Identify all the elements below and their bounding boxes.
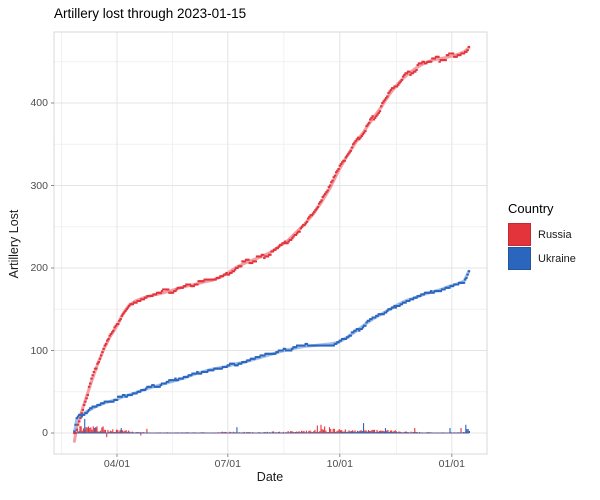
y-tick-label: 400: [30, 97, 48, 109]
axis-ticks: [51, 102, 453, 457]
legend: Country Russia Ukraine: [508, 201, 576, 271]
legend-label-russia: Russia: [538, 228, 572, 241]
grid-major: [54, 32, 487, 454]
legend-swatch-russia: [508, 223, 531, 246]
panel-border: [53, 31, 488, 455]
ukraine-daily-bars: [75, 418, 471, 434]
russia-daily-bars: [74, 424, 469, 438]
grid-minor: [54, 32, 487, 454]
y-tick-label: 100: [30, 344, 48, 357]
chart-title: Artillery lost through 2023-01-15: [54, 6, 247, 21]
ukraine-cumulative-points: [73, 270, 471, 433]
legend-item-ukraine: Ukraine: [508, 247, 576, 270]
x-axis-title: Date: [256, 470, 284, 484]
x-tick-label: 10/01: [326, 458, 353, 470]
legend-label-ukraine: Ukraine: [538, 252, 576, 265]
y-tick-label: 300: [30, 179, 48, 192]
x-tick-label: 04/01: [103, 458, 131, 470]
legend-swatch-ukraine: [508, 247, 531, 270]
y-tick-label: 200: [30, 262, 48, 274]
legend-title: Country: [508, 201, 554, 216]
x-tick-label: 07/01: [214, 458, 241, 470]
x-tick-label: 01/01: [438, 458, 465, 470]
legend-item-russia: Russia: [508, 223, 576, 246]
russia-cumulative-points: [73, 45, 471, 434]
russia-smoother-line: [72, 46, 471, 443]
y-tick-label: 0: [42, 427, 48, 439]
ukraine-smoother-line: [72, 269, 471, 435]
